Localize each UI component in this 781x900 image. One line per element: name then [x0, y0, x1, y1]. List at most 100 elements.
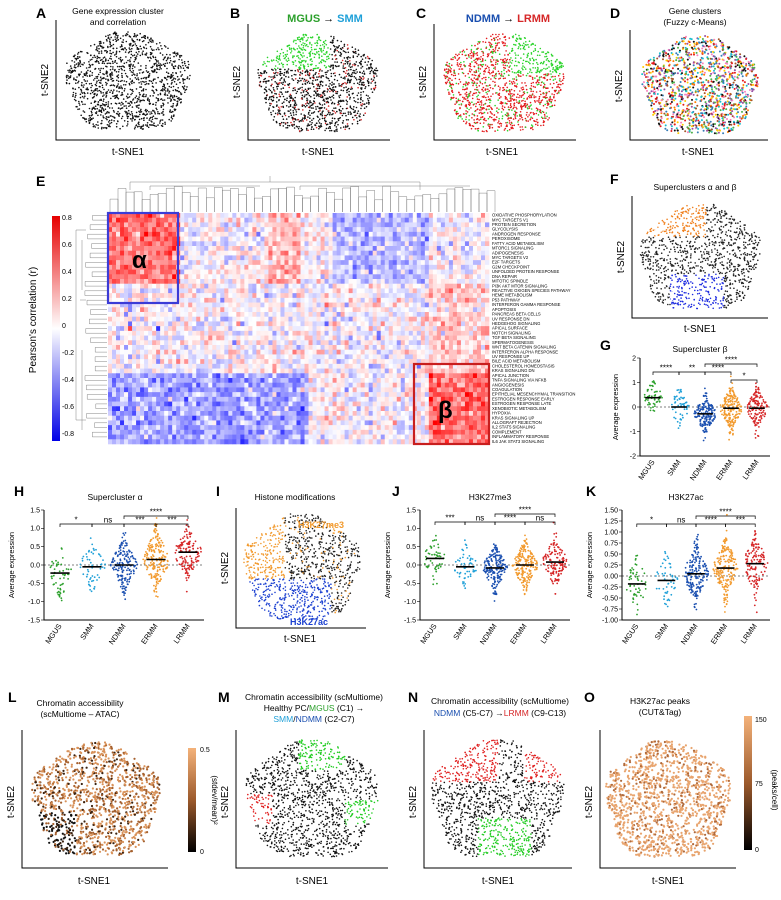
scatter-point — [293, 120, 295, 123]
scatter-point — [268, 79, 270, 82]
scatter-point — [686, 81, 689, 84]
scatter-point — [167, 102, 169, 104]
scatter-point — [102, 116, 105, 119]
scatter-point — [678, 93, 681, 96]
scatter-point — [338, 85, 341, 87]
scatter-point — [131, 89, 133, 91]
scatter-point — [714, 46, 716, 49]
scatter-point — [279, 68, 282, 71]
scatter-point — [729, 97, 732, 100]
scatter-point — [330, 75, 333, 78]
scatter-point — [354, 64, 356, 67]
scatter-point — [286, 63, 289, 66]
scatter-point — [292, 41, 295, 43]
scatter-point — [121, 115, 124, 118]
scatter-point — [84, 80, 87, 82]
scatter-point — [186, 86, 188, 88]
scatter-point — [481, 88, 484, 91]
scatter-point — [148, 99, 151, 101]
scatter-point — [454, 56, 456, 58]
scatter-point — [701, 70, 704, 73]
scatter-point — [686, 58, 689, 61]
scatter-point — [148, 74, 150, 77]
scatter-point — [112, 43, 115, 46]
scatter-point — [533, 120, 536, 122]
scatter-point — [96, 48, 98, 50]
scatter-point — [142, 113, 144, 116]
scatter-point — [546, 57, 549, 60]
scatter-point — [643, 73, 646, 76]
scatter-point — [282, 125, 285, 127]
scatter-point — [519, 94, 521, 97]
scatter-point — [173, 55, 175, 58]
scatter-point — [135, 88, 138, 90]
scatter-point — [125, 33, 128, 35]
scatter-point — [680, 93, 683, 96]
scatter-point — [488, 66, 490, 69]
scatter-point — [145, 95, 147, 98]
scatter-point — [287, 68, 290, 70]
scatter-point — [504, 84, 506, 87]
scatter-point — [453, 96, 455, 99]
scatter-point — [140, 99, 143, 102]
scatter-point — [669, 59, 672, 62]
scatter-point — [473, 119, 475, 121]
scatter-point — [320, 76, 322, 79]
scatter-point — [498, 117, 501, 120]
scatter-point — [532, 81, 534, 84]
scatter-point — [325, 43, 328, 46]
scatter-point — [674, 108, 676, 111]
scatter-point — [454, 103, 456, 105]
scatter-point — [308, 124, 311, 127]
scatter-point — [306, 97, 308, 100]
scatter-point — [144, 83, 146, 86]
scatter-point — [108, 40, 111, 42]
scatter-point — [101, 107, 103, 110]
scatter-point — [283, 79, 286, 82]
scatter-point — [129, 59, 131, 61]
scatter-point — [661, 50, 664, 53]
scatter-point — [538, 97, 541, 100]
scatter-point — [693, 47, 696, 50]
scatter-point — [118, 57, 120, 60]
scatter-point — [502, 41, 505, 44]
scatter-point — [140, 108, 142, 111]
scatter-point — [490, 72, 493, 74]
scatter-point — [534, 77, 536, 79]
scatter-point — [504, 57, 506, 60]
scatter-point — [356, 120, 359, 123]
scatter-point — [110, 119, 113, 121]
scatter-point — [545, 52, 548, 55]
scatter-point — [504, 113, 507, 116]
scatter-point — [329, 127, 332, 130]
scatter-point — [691, 98, 693, 101]
scatter-point — [333, 78, 336, 81]
scatter-point — [352, 92, 354, 95]
scatter-point — [290, 48, 293, 50]
scatter-point — [183, 85, 186, 87]
scatter-point — [360, 55, 363, 58]
scatter-point — [158, 68, 160, 71]
scatter-point — [92, 125, 95, 128]
scatter-point — [488, 69, 491, 71]
scatter-point — [539, 90, 541, 93]
scatter-point — [559, 88, 562, 91]
scatter-point — [117, 71, 120, 73]
scatter-point — [527, 95, 530, 98]
scatter-point — [323, 60, 325, 62]
scatter-point — [532, 128, 534, 131]
scatter-point — [475, 102, 478, 105]
scatter-point — [703, 71, 706, 74]
scatter-point — [500, 123, 503, 125]
scatter-point — [117, 76, 120, 79]
scatter-point — [518, 75, 520, 77]
scatter-point — [516, 64, 518, 67]
scatter-point — [534, 86, 536, 88]
scatter-point — [295, 109, 297, 111]
scatter-point — [301, 105, 304, 107]
scatter-point — [346, 62, 349, 65]
scatter-point — [452, 94, 455, 96]
scatter-point — [298, 130, 301, 132]
scatter-point — [359, 97, 362, 100]
scatter-point — [121, 76, 123, 79]
